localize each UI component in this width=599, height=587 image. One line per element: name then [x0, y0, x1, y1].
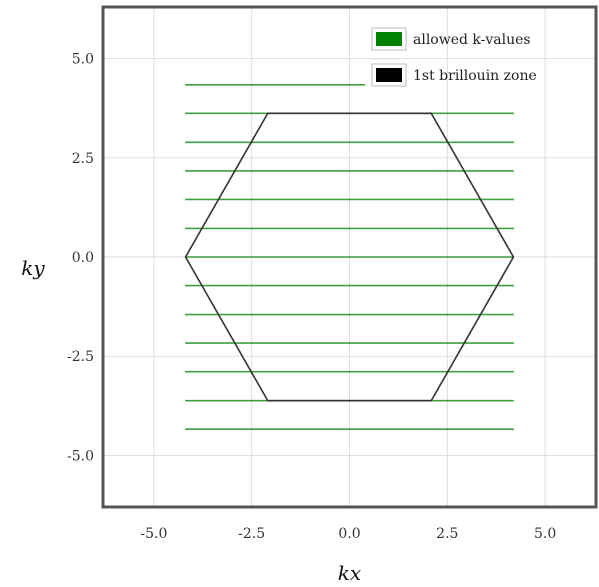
y-tick-label: -5.0 [67, 448, 94, 464]
y-axis-title: ky [21, 256, 45, 280]
legend-label-brillouin-zone: 1st brillouin zone [413, 68, 537, 84]
y-tick-labels: -5.0 -2.5 0.0 2.5 5.0 [67, 52, 94, 465]
legend: allowed k-values 1st brillouin zone [371, 27, 537, 87]
legend-label-allowed-k-values: allowed k-values [413, 32, 531, 48]
y-tick-label: 0.0 [72, 250, 94, 266]
x-tick-label: 5.0 [534, 526, 556, 542]
y-tick-label: 2.5 [72, 151, 94, 167]
x-axis-title: kx [338, 561, 361, 585]
x-tick-label: 2.5 [436, 526, 458, 542]
plot-area [184, 83, 515, 431]
brillouin-zone-hexagon [184, 112, 515, 402]
legend-swatch-allowed-k-values [376, 32, 402, 46]
x-tick-label: -5.0 [140, 526, 167, 542]
legend-swatch-brillouin-zone [376, 68, 402, 82]
grid [103, 7, 596, 507]
x-tick-label: 0.0 [338, 526, 360, 542]
y-tick-label: -2.5 [67, 349, 94, 365]
plot-frame [101, 5, 598, 509]
x-tick-labels: -5.0 -2.5 0.0 2.5 5.0 [140, 526, 556, 542]
y-tick-label: 5.0 [72, 52, 94, 68]
x-tick-label: -2.5 [238, 526, 265, 542]
